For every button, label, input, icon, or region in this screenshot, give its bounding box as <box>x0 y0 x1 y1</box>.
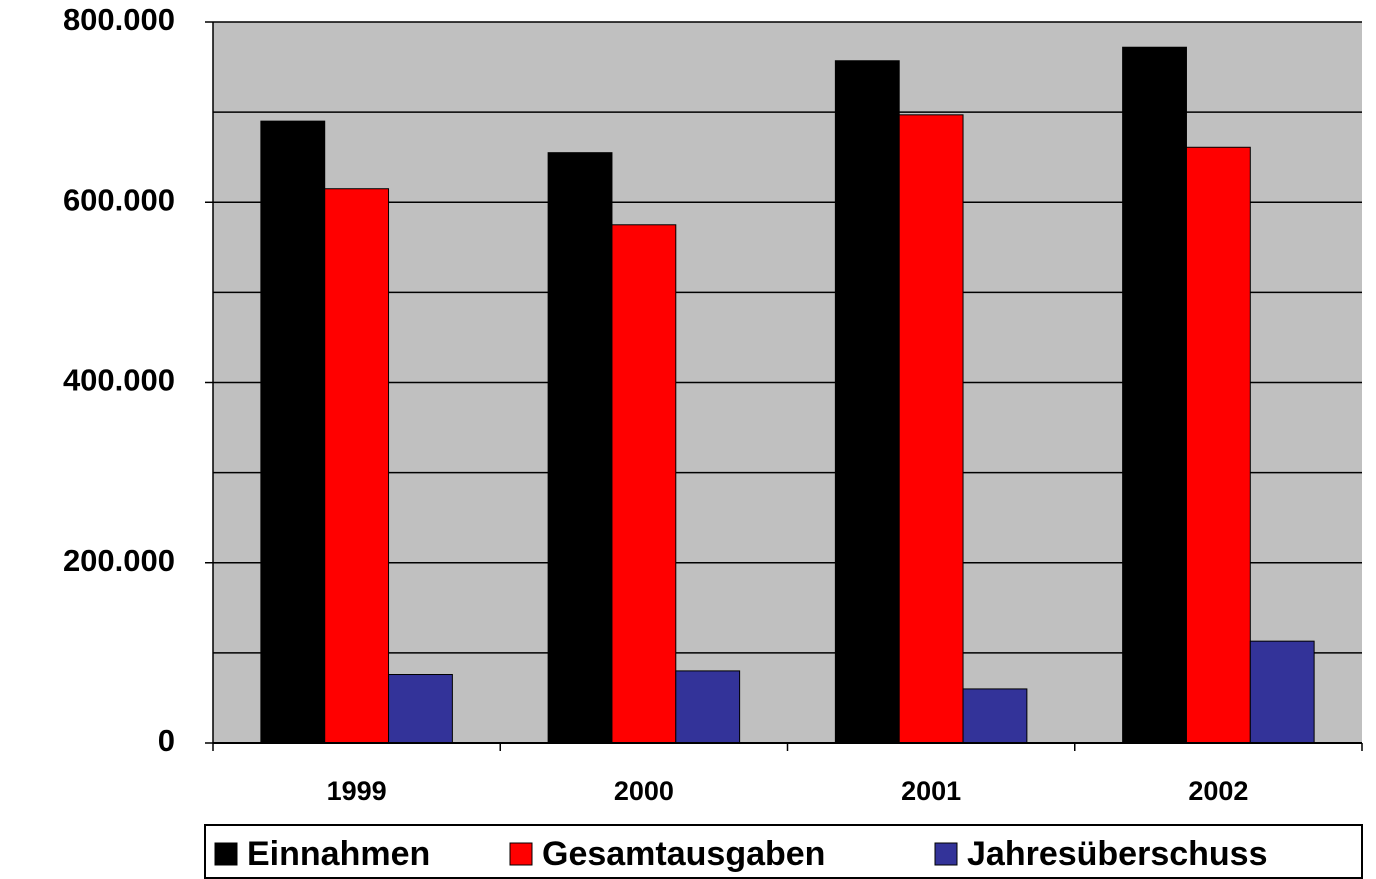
bar <box>1249 640 1315 744</box>
y-tick-label: 800.000 <box>63 2 175 37</box>
bar <box>675 670 741 744</box>
y-tick-label: 400.000 <box>63 363 175 398</box>
legend-swatch <box>509 842 533 866</box>
x-tick-label: 2000 <box>614 776 674 806</box>
y-tick-label: 600.000 <box>63 182 175 217</box>
y-tick-label: 200.000 <box>63 543 175 578</box>
bar <box>1122 46 1187 744</box>
legend-label: Einnahmen <box>247 835 430 873</box>
x-tick-label: 2002 <box>1188 776 1248 806</box>
bar <box>834 60 900 744</box>
bar <box>611 224 677 744</box>
legend-label: Gesamtausgaben <box>542 835 825 873</box>
legend-box <box>204 824 1363 879</box>
legend-swatch <box>934 842 958 866</box>
legend-label: Jahresüberschuss <box>967 835 1268 873</box>
x-tick-label: 1999 <box>327 776 387 806</box>
bar <box>260 120 326 744</box>
legend-swatch <box>214 842 238 866</box>
bar <box>898 114 964 744</box>
x-tick-label: 2001 <box>901 776 961 806</box>
bar <box>962 688 1028 744</box>
y-tick-label: 0 <box>158 723 175 758</box>
bar <box>547 152 613 744</box>
bar <box>1185 146 1251 744</box>
bar <box>324 188 390 744</box>
bar <box>388 674 453 744</box>
